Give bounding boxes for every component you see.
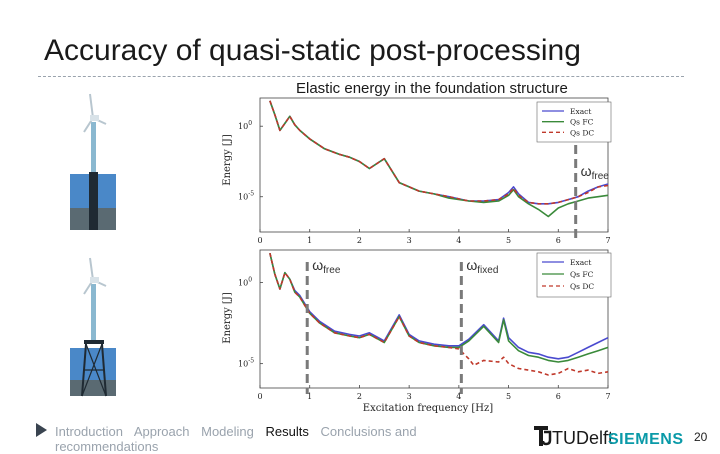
x-tick-label: 7 [605,392,610,401]
footer-nav-approach[interactable]: Approach [133,424,190,439]
legend-entry-label: Qs FC [570,118,594,127]
legend-entry-label: Qs DC [570,128,594,137]
annotation-label: ωfree [312,257,341,276]
series-line-exact [269,253,609,360]
y-axis-label: Energy [J] [222,134,233,186]
plot-frame [259,249,609,389]
annotation-label: ωfixed [466,257,498,276]
title-divider [38,76,684,77]
x-tick-label: 2 [357,392,362,401]
slide-title: Accuracy of quasi-static post-processing [44,34,581,67]
legend-entry-label: Qs DC [570,282,594,291]
page-number: 20 [694,430,708,444]
series-line-qs-dc [269,100,609,205]
x-tick-label: 0 [257,392,262,401]
chart-jacket: 0 1 2 3 4 5 6 7 100 10-5 Energy [J] Excitation freq… [222,249,612,414]
chart-monopile: 0 1 2 3 4 5 6 7 100 10-5 Energy [J] ωfree Exact Qs FC… [222,97,612,245]
jacket-turbine-illustration [70,257,116,397]
x-tick-label: 6 [556,236,561,245]
x-tick-label: 1 [307,392,312,401]
y-axis-label: Energy [J] [222,292,233,344]
y-tick-label: 100 [238,120,252,131]
footer-arrow-icon [36,423,47,437]
footer-nav-modeling[interactable]: Modeling [201,424,254,439]
legend-box [536,101,612,143]
monopile-turbine-illustration [70,93,116,230]
x-tick-label: 5 [506,236,511,245]
x-tick-label: 5 [506,392,511,401]
x-tick-label: 6 [556,392,561,401]
x-tick-label: 2 [357,236,362,245]
y-tick-label: 10-5 [238,358,254,369]
x-tick-label: 0 [257,236,262,245]
x-tick-label: 4 [456,236,461,245]
tudelft-logo-text: TUDelft [552,428,614,448]
tudelft-logo-icon [534,426,552,446]
y-tick-label: 10-5 [238,191,254,202]
series-line-qs-fc [269,253,609,363]
x-tick-label: 3 [407,392,412,401]
series-line-qs-dc [269,253,609,376]
series-line-qs-fc [269,100,609,218]
x-tick-label: 4 [456,392,461,401]
footer-nav-results[interactable]: Results [265,424,309,439]
legend-entry-label: Qs FC [570,270,594,279]
x-tick-label: 7 [605,236,610,245]
siemens-logo: SIEMENS [608,431,684,448]
footer-nav-introduction[interactable]: Introduction [55,424,123,439]
chart-title: Elastic energy in the foundation structu… [296,80,568,97]
x-tick-label: 1 [307,236,312,245]
annotation-label: ωfree [581,163,610,182]
plot-frame [259,97,609,233]
y-tick-label: 100 [238,276,252,287]
x-axis-label: Excitation frequency [Hz] [363,403,493,414]
legend-box [536,252,612,298]
legend-entry-label: Exact [570,107,591,116]
x-tick-label: 3 [407,236,412,245]
legend-entry-label: Exact [570,258,591,267]
